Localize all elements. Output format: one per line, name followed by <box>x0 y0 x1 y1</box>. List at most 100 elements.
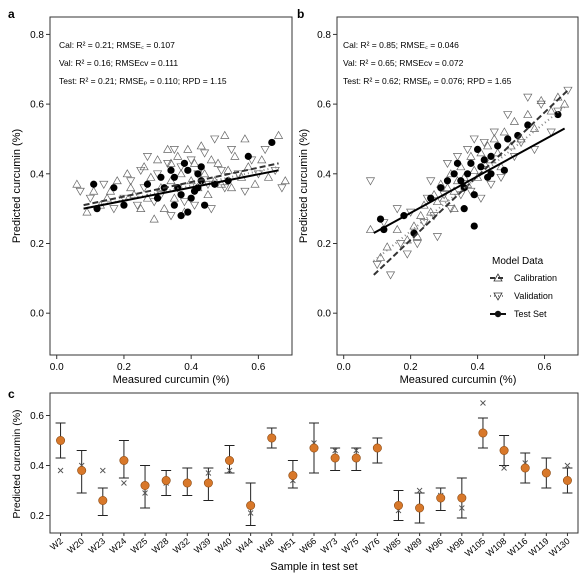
y-tick-label: 0.8 <box>30 30 44 41</box>
calibration-point <box>126 183 136 192</box>
validation-point <box>546 128 556 137</box>
calibration-point <box>392 224 402 233</box>
panel-b-xlabel: Measured curcumin (%) <box>400 374 517 386</box>
test-point <box>480 156 488 164</box>
panel-a-test-stats: Test: R² = 0.21; RMSEₚ = 0.110; RPD = 1.… <box>59 76 227 86</box>
y-tick-label: 0.6 <box>30 100 44 111</box>
validation-point <box>503 111 513 120</box>
calibration-point <box>536 95 546 104</box>
test-line <box>373 127 566 234</box>
calibration-point <box>546 106 556 115</box>
calibration-point <box>442 183 453 192</box>
validation-point <box>496 173 506 182</box>
validation-point <box>563 86 573 95</box>
measured-marker <box>416 487 423 494</box>
test-point <box>470 222 478 230</box>
predicted-point <box>457 493 467 503</box>
category-label: W23 <box>86 536 107 556</box>
calibration-point <box>375 252 386 261</box>
calibration-point <box>176 169 186 178</box>
calibration-point <box>152 155 163 164</box>
measured-marker <box>226 467 233 474</box>
validation-point <box>277 184 287 193</box>
test-point <box>177 212 185 220</box>
validation-point <box>200 149 210 158</box>
predicted-point <box>119 455 129 465</box>
calibration-point <box>220 130 230 139</box>
test-point <box>143 180 152 188</box>
calibration-point <box>149 214 159 223</box>
calibration-point <box>506 141 516 150</box>
predicted-point <box>225 455 235 465</box>
validation-point <box>186 156 196 165</box>
test-point <box>153 194 162 202</box>
y-tick-label: 0.2 <box>317 239 331 250</box>
panel-a: a 0.0 0.2 0.4 0.6 0.0 0.2 0.4 0.6 0.8 Cal: R² = … <box>8 7 293 386</box>
validation-point <box>142 153 153 162</box>
calibration-point <box>250 179 260 188</box>
y-tick-label: 0.2 <box>30 239 44 250</box>
test-point <box>554 110 562 119</box>
calibration-point <box>280 176 290 185</box>
calibration-point <box>483 141 493 150</box>
calibration-point <box>186 176 196 185</box>
measured-marker <box>121 480 127 486</box>
test-point <box>110 184 118 192</box>
calibration-point <box>196 141 206 150</box>
y-tick-label: 0.4 <box>317 169 331 180</box>
calibration-point <box>102 193 112 202</box>
predicted-point <box>56 435 66 445</box>
calibration-point <box>189 158 200 167</box>
calibration-point <box>146 172 156 181</box>
calibration-point <box>89 186 99 195</box>
validation-point <box>392 205 402 214</box>
calibration-point <box>509 116 520 125</box>
legend-calibration-label: Calibration <box>514 273 557 283</box>
calibration-point <box>466 151 476 160</box>
panel-c: c 0.2 0.4 0.6 W2 W20 W23 W24 W25 W28 W32 W39 W40 W44… <box>8 387 579 573</box>
test-point <box>180 159 189 167</box>
measured-marker <box>564 462 571 469</box>
x-tick-label: 0.6 <box>251 362 265 373</box>
panel-a-cal-stats: Cal: R² = 0.21; RMSE꜀ = 0.107 <box>59 40 175 50</box>
panel-a-ticks: 0.0 0.2 0.4 0.6 0.0 0.2 0.4 0.6 0.8 <box>30 30 266 373</box>
predicted-point <box>478 428 488 438</box>
validation-point <box>206 205 216 214</box>
validation-point <box>260 146 270 155</box>
validation-point <box>179 198 190 207</box>
test-point <box>170 173 178 181</box>
calibration-point <box>163 144 173 153</box>
x-tick-label: 0.0 <box>50 362 64 373</box>
test-point <box>453 159 462 167</box>
test-point <box>194 170 202 178</box>
predicted-point <box>393 500 403 510</box>
panel-b-label: b <box>297 7 304 21</box>
test-point <box>177 191 185 199</box>
validation-line <box>373 103 569 262</box>
category-label: W76 <box>361 536 382 556</box>
category-label: W24 <box>108 536 129 556</box>
calibration-point <box>499 127 509 136</box>
calibration-point <box>72 179 82 188</box>
panel-a-xlabel: Measured curcumin (%) <box>113 374 230 386</box>
validation-point <box>476 194 486 203</box>
y-tick-label: 0.6 <box>317 100 331 111</box>
test-point <box>90 180 98 188</box>
validation-point <box>529 146 540 155</box>
test-point <box>244 152 252 160</box>
category-label: W2 <box>48 536 65 552</box>
category-label: W119 <box>527 536 551 558</box>
calibration-point <box>226 183 237 192</box>
validation-point <box>210 135 220 144</box>
legend-title: Model Data <box>492 256 544 267</box>
calibration-point <box>489 134 499 143</box>
calibration-point <box>139 162 149 171</box>
y-tick-label: 0.6 <box>30 411 44 422</box>
calibration-point <box>529 123 540 132</box>
category-label: W75 <box>340 536 361 556</box>
panel-b: b 0.0 0.2 0.4 0.6 0.0 0.2 0.4 0.6 0.8 Cal: R² = … <box>297 7 579 386</box>
test-point <box>170 201 178 209</box>
calibration-point <box>216 179 227 188</box>
test-point <box>494 142 502 150</box>
calibration-line <box>83 162 279 207</box>
